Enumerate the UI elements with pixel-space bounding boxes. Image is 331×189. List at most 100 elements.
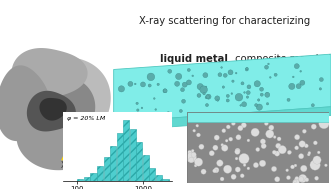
Point [314,159,320,162]
Point [293,181,299,184]
Point [186,68,191,71]
Point [186,81,192,84]
Bar [156,175,162,181]
Point [189,156,194,159]
Point [286,176,291,179]
Point [276,137,282,140]
Point [204,104,210,107]
Text: X-ray scattering for characterizing: X-ray scattering for characterizing [139,16,311,26]
Bar [187,112,329,122]
Point [293,164,298,167]
Point [240,174,245,177]
Bar [130,129,136,181]
Point [286,98,291,101]
Point [294,146,299,149]
Point [231,175,236,178]
Point [244,68,250,71]
Point [316,151,321,154]
Point [289,85,295,88]
Point [199,145,204,148]
Point [163,89,168,92]
Point [268,76,273,79]
Point [244,67,250,70]
Point [162,89,167,92]
Point [257,106,262,109]
Point [214,169,219,172]
Point [139,106,145,109]
Point [234,157,239,160]
Point [298,70,303,73]
Point [140,83,146,86]
Point [272,151,277,154]
Point [235,168,240,171]
Point [276,144,281,147]
Point [235,150,240,153]
Point [221,129,226,132]
Text: composite morphology: composite morphology [232,54,331,64]
Point [190,149,195,152]
Point [189,158,194,161]
Point [240,82,245,85]
Point [300,177,305,180]
Point [230,80,236,83]
Point [293,180,298,183]
Point [304,178,309,181]
Point [148,75,154,78]
Point [133,82,138,85]
Point [236,136,241,139]
Point [323,164,329,167]
Point [156,83,161,86]
Point [294,65,300,68]
Point [261,145,266,148]
Point [304,144,309,147]
Point [299,178,304,181]
Point [242,91,247,94]
Point [191,153,196,156]
Bar [84,177,90,181]
Point [213,146,218,149]
Point [217,73,222,76]
Point [301,167,307,170]
Point [295,136,300,139]
Point [246,91,251,94]
Point [295,179,300,182]
Point [205,95,210,98]
Point [296,85,301,88]
Point [153,108,159,111]
Text: liquid metal: liquid metal [161,54,228,64]
Point [246,167,251,170]
Point [245,96,250,99]
Point [212,169,217,172]
Point [307,151,312,154]
Point [314,177,319,180]
Point [176,75,181,78]
Point [223,166,228,169]
Point [214,170,219,173]
Point [300,143,305,146]
Polygon shape [1,56,111,156]
Point [233,72,239,75]
Point [219,143,225,146]
Point [321,122,327,125]
Point [214,97,220,100]
Point [260,140,265,143]
Bar [117,133,123,181]
Bar [123,120,129,181]
Bar [163,179,168,181]
Point [246,139,251,142]
Point [196,160,201,163]
Point [193,164,198,167]
Point [214,136,219,139]
Point [264,122,269,125]
Point [226,125,231,128]
Point [192,129,197,132]
Point [222,74,228,77]
Point [196,133,201,136]
Point [260,162,265,165]
Point [242,163,247,167]
Text: X-rays: X-rays [61,161,85,170]
Point [313,141,318,144]
Point [274,152,280,155]
Point [190,74,195,77]
Point [291,75,296,78]
